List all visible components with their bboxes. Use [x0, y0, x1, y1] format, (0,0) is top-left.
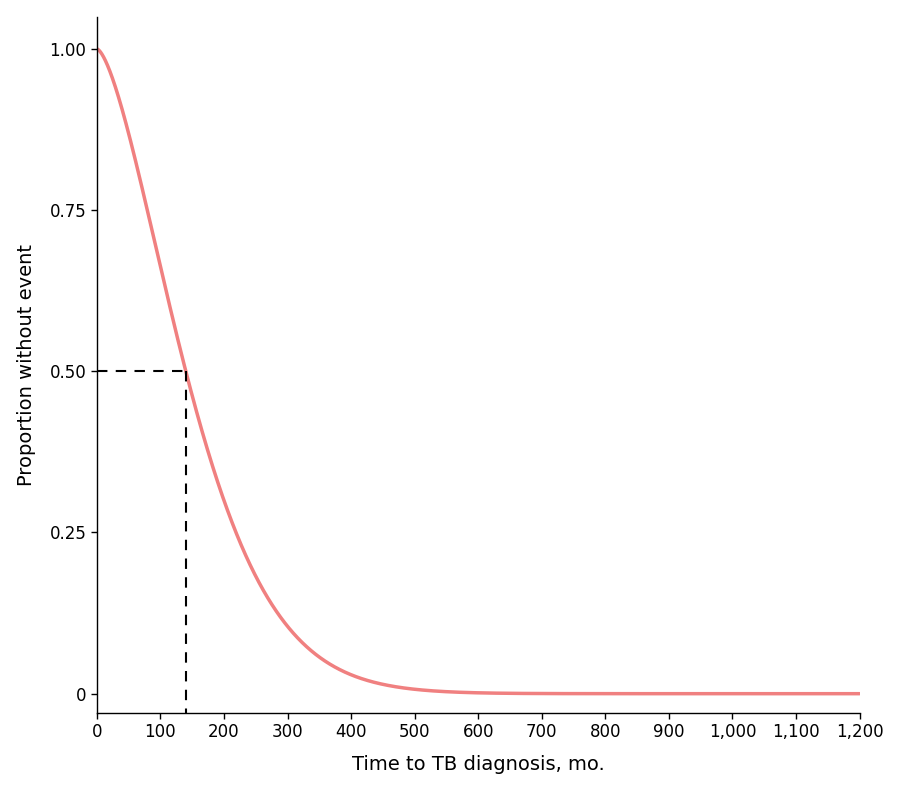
X-axis label: Time to TB diagnosis, mo.: Time to TB diagnosis, mo. [352, 755, 605, 774]
Y-axis label: Proportion without event: Proportion without event [17, 244, 36, 486]
